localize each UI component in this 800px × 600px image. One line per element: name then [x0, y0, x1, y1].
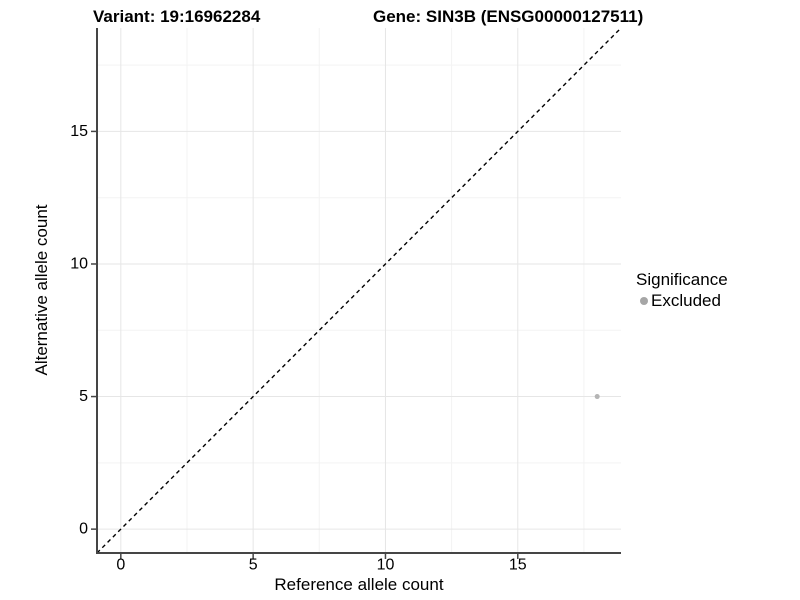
- x-axis-tick-label: 5: [249, 556, 258, 573]
- data-point: [594, 394, 600, 400]
- legend-title: Significance: [636, 270, 728, 289]
- legend: Significance Excluded: [636, 269, 728, 311]
- legend-point-icon: [640, 296, 648, 305]
- legend-entry-label: Excluded: [651, 291, 721, 310]
- x-axis-tick-label: 15: [509, 556, 527, 573]
- x-axis-tick-label: 0: [116, 556, 125, 573]
- y-axis-tick-label: 15: [70, 123, 88, 140]
- y-axis-tick-label: 10: [70, 255, 88, 272]
- x-axis-title: Reference allele count: [274, 575, 444, 594]
- y-axis-title: Alternative allele count: [32, 204, 51, 376]
- y-axis-tick-label: 5: [79, 388, 88, 405]
- x-axis-tick-label: 10: [377, 556, 395, 573]
- plot-title-gene: Gene: SIN3B (ENSG00000127511): [373, 7, 644, 26]
- y-axis-tick-label: 0: [79, 521, 88, 538]
- identity-dashed-line: [96, 27, 622, 554]
- legend-entry-excluded: Excluded: [636, 290, 728, 311]
- plot-title-variant: Variant: 19:16962284: [93, 7, 261, 26]
